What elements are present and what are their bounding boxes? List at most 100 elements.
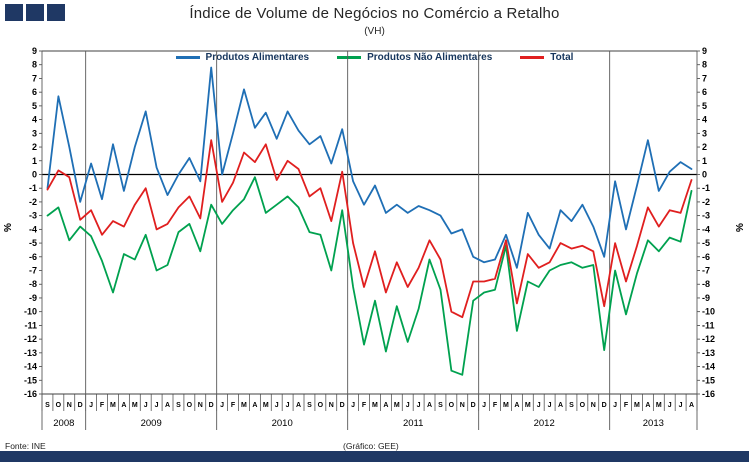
- svg-text:2009: 2009: [141, 418, 162, 429]
- svg-text:9: 9: [32, 46, 37, 56]
- svg-text:-2: -2: [702, 197, 710, 207]
- svg-text:3: 3: [32, 128, 37, 138]
- svg-text:M: M: [372, 402, 378, 409]
- svg-text:-16: -16: [702, 389, 715, 399]
- svg-text:M: M: [634, 402, 640, 409]
- series-line-0: [46, 66, 693, 269]
- svg-text:A: A: [165, 402, 170, 409]
- svg-text:3: 3: [702, 128, 707, 138]
- svg-text:-2: -2: [29, 197, 37, 207]
- svg-text:-14: -14: [702, 362, 715, 372]
- svg-text:J: J: [417, 402, 421, 409]
- svg-text:J: J: [351, 402, 355, 409]
- svg-text:M: M: [525, 402, 531, 409]
- svg-text:D: D: [78, 402, 83, 409]
- svg-text:4: 4: [32, 115, 37, 125]
- svg-text:S: S: [45, 402, 50, 409]
- svg-text:M: M: [110, 402, 116, 409]
- legend-item: Produtos Não Alimentares: [337, 52, 492, 63]
- svg-text:J: J: [482, 402, 486, 409]
- logo-square: [47, 4, 65, 21]
- svg-text:-15: -15: [702, 375, 715, 385]
- legend-item: Produtos Alimentares: [175, 52, 310, 63]
- logo-square: [26, 4, 44, 21]
- svg-text:J: J: [613, 402, 617, 409]
- svg-text:J: J: [275, 402, 279, 409]
- chart-subtitle: (VH): [364, 26, 385, 37]
- svg-text:S: S: [307, 402, 312, 409]
- legend-label: Produtos Alimentares: [205, 52, 310, 63]
- svg-text:N: N: [198, 402, 203, 409]
- svg-text:N: N: [591, 402, 596, 409]
- svg-text:N: N: [329, 402, 334, 409]
- svg-text:O: O: [580, 402, 586, 409]
- svg-text:2011: 2011: [403, 418, 423, 429]
- svg-text:9: 9: [702, 46, 707, 56]
- svg-text:F: F: [231, 402, 236, 409]
- svg-text:N: N: [67, 402, 72, 409]
- svg-text:J: J: [668, 402, 672, 409]
- svg-text:F: F: [362, 402, 367, 409]
- svg-text:J: J: [548, 402, 552, 409]
- svg-text:2008: 2008: [53, 418, 74, 429]
- legend-swatch: [337, 56, 362, 59]
- svg-text:A: A: [558, 402, 563, 409]
- svg-text:S: S: [438, 402, 443, 409]
- svg-text:-11: -11: [24, 320, 37, 330]
- svg-text:-9: -9: [29, 293, 37, 303]
- svg-text:J: J: [220, 402, 224, 409]
- svg-text:O: O: [56, 402, 62, 409]
- svg-text:5: 5: [702, 101, 707, 111]
- svg-text:6: 6: [32, 87, 37, 97]
- svg-text:J: J: [537, 402, 541, 409]
- svg-text:-15: -15: [24, 375, 37, 385]
- chart-legend: Produtos Alimentares Produtos Não Aliment…: [0, 52, 749, 63]
- svg-text:0: 0: [702, 169, 707, 179]
- svg-text:-3: -3: [29, 211, 37, 221]
- three-squares-logo: [5, 4, 65, 21]
- svg-text:5: 5: [32, 101, 37, 111]
- svg-text:J: J: [286, 402, 290, 409]
- svg-text:2012: 2012: [534, 418, 555, 429]
- credit-note: (Gráfico: GEE): [343, 441, 399, 451]
- svg-text:A: A: [514, 402, 519, 409]
- retail-turnover-line-chart: 9 9 8 8 7 7 6 6 5 5 4 4 3 3 2 2 1 1 0 0 -1 -1 -2 -2 -3 -3 -4 -4 -5 -5…: [24, 46, 715, 430]
- svg-text:-4: -4: [702, 224, 710, 234]
- svg-text:A: A: [645, 402, 650, 409]
- svg-text:7: 7: [702, 73, 707, 83]
- y-axis-unit-left: %: [2, 223, 14, 232]
- svg-text:A: A: [252, 402, 257, 409]
- svg-text:O: O: [318, 402, 324, 409]
- svg-text:-12: -12: [24, 334, 37, 344]
- svg-text:7: 7: [32, 73, 37, 83]
- svg-text:S: S: [569, 402, 574, 409]
- chart-title: Índice de Volume de Negócios no Comércio…: [189, 5, 560, 22]
- svg-text:A: A: [296, 402, 301, 409]
- svg-text:0: 0: [32, 169, 37, 179]
- svg-text:-3: -3: [702, 211, 710, 221]
- svg-text:8: 8: [32, 60, 37, 70]
- svg-text:-9: -9: [702, 293, 710, 303]
- svg-text:-1: -1: [702, 183, 710, 193]
- svg-text:-4: -4: [29, 224, 37, 234]
- source-note: Fonte: INE: [5, 441, 46, 451]
- svg-text:A: A: [689, 402, 694, 409]
- svg-text:-6: -6: [29, 252, 37, 262]
- legend-swatch: [175, 56, 200, 59]
- svg-text:D: D: [471, 402, 476, 409]
- svg-text:M: M: [503, 402, 509, 409]
- svg-text:8: 8: [702, 60, 707, 70]
- svg-text:-13: -13: [24, 348, 37, 358]
- svg-text:M: M: [656, 402, 662, 409]
- svg-text:J: J: [679, 402, 683, 409]
- svg-text:A: A: [383, 402, 388, 409]
- svg-text:2: 2: [32, 142, 37, 152]
- svg-text:-6: -6: [702, 252, 710, 262]
- series-line-2: [46, 139, 693, 319]
- svg-text:-5: -5: [29, 238, 37, 248]
- svg-text:-7: -7: [702, 266, 710, 276]
- svg-text:D: D: [340, 402, 345, 409]
- logo-square: [5, 4, 23, 21]
- svg-text:O: O: [187, 402, 193, 409]
- svg-text:-8: -8: [29, 279, 37, 289]
